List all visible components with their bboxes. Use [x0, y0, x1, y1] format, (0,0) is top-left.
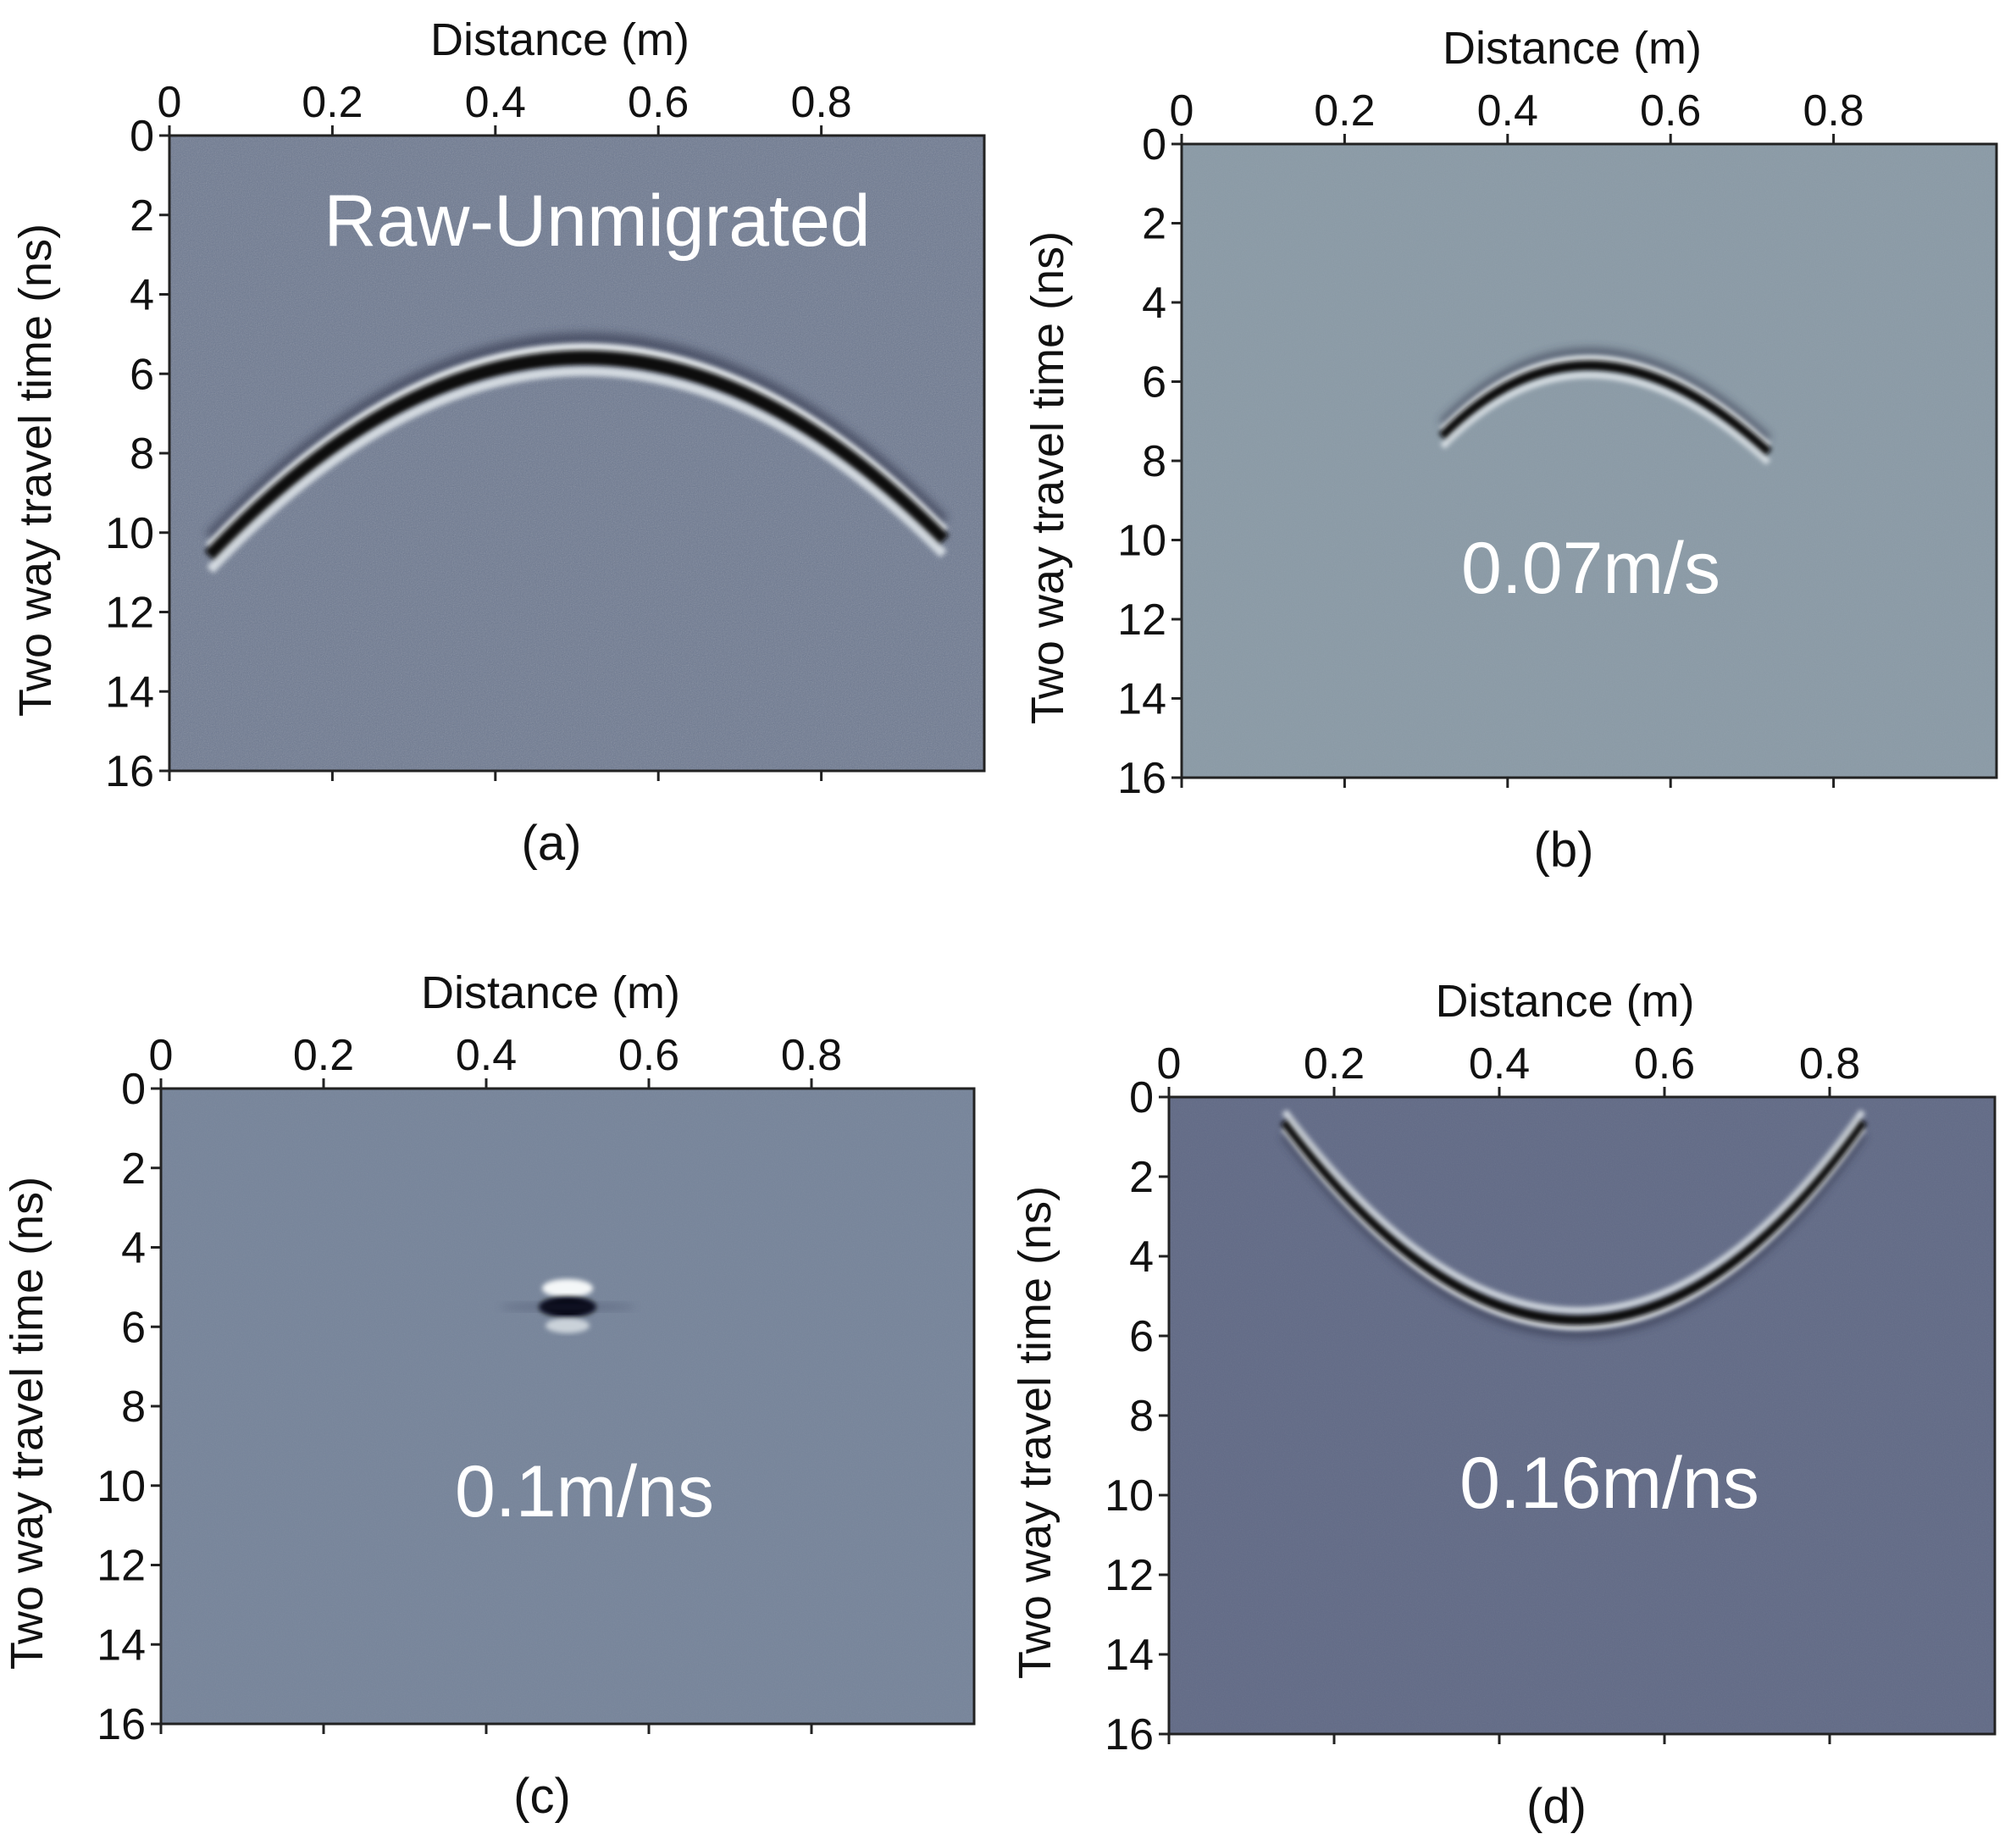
panel-a-y-tick-label: 6 — [130, 350, 154, 399]
panel-b-y-ticks: 0 2 4 6 8 10 12 14 16 — [1117, 120, 1182, 803]
panel-d-label: (d) — [1526, 1779, 1587, 1834]
panel-d-y-tick-label: 14 — [1105, 1631, 1154, 1680]
panel-a-x-ticks: 0 0.2 0.4 0.6 0.8 — [158, 78, 852, 781]
panel-c-y-ticks: 0 2 4 6 8 10 12 14 16 — [97, 1065, 161, 1749]
panel-b-y-tick-label: 14 — [1117, 675, 1166, 724]
panel-b-x-tick-label: 0 — [1170, 86, 1194, 136]
panel-a-y-tick-label: 12 — [105, 589, 154, 638]
panel-c-y-tick-label: 0 — [121, 1065, 146, 1114]
panel-c-y-tick-label: 16 — [97, 1700, 146, 1749]
panel-c-x-tick-label: 0 — [149, 1031, 174, 1080]
panel-a-annotation: Raw-Unmigrated — [324, 180, 870, 262]
panel-a-x-tick-label: 0.4 — [465, 78, 526, 127]
panel-a-y-tick-label: 16 — [105, 747, 154, 796]
panel-b-y-tick-label: 10 — [1117, 517, 1166, 566]
panel-b-reflection — [1438, 347, 1772, 465]
panel-a-x-tick-label: 0.6 — [628, 78, 689, 127]
panel-d-y-tick-label: 0 — [1129, 1073, 1154, 1122]
panel-c-xlabel: Distance (m) — [421, 967, 680, 1018]
panel-a-reflection — [204, 332, 950, 573]
panel-b-y-tick-label: 2 — [1142, 200, 1166, 249]
panel-a-y-tick-label: 14 — [105, 668, 154, 717]
panel-a-x-tick-label: 0.8 — [790, 78, 851, 127]
panel-d-y-tick-label: 16 — [1105, 1710, 1154, 1759]
panel-c-annotation: 0.1m/ns — [455, 1451, 714, 1532]
panel-b-x-tick-label: 0.2 — [1314, 86, 1375, 136]
panel-b-y-tick-label: 12 — [1117, 596, 1166, 645]
panel-c-y-tick-label: 14 — [97, 1621, 146, 1670]
panel-d-x-tick-label: 0.2 — [1304, 1039, 1365, 1089]
panel-c-plot — [159, 1087, 976, 1726]
panel-c-ylabel: Two way travel time (ns) — [2, 1177, 53, 1670]
panel-d-x-tick-label: 0 — [1157, 1039, 1182, 1089]
panel-d-x-tick-label: 0.4 — [1469, 1039, 1530, 1089]
panel-a-label: (a) — [522, 816, 582, 871]
panel-b-ylabel: Two way travel time (ns) — [1022, 231, 1073, 724]
panel-c-y-tick-label: 2 — [121, 1144, 146, 1194]
panel-d-y-ticks: 0 2 4 6 8 10 12 14 16 — [1105, 1073, 1169, 1759]
panel-a-x-tick-label: 0 — [158, 78, 182, 127]
panel-c-y-tick-label: 12 — [97, 1542, 146, 1591]
panel-d: 0 0.2 0.4 0.6 0.8 0 2 4 6 8 10 12 14 16 Distance (m)… — [1010, 976, 1997, 1834]
panel-d-y-tick-label: 2 — [1129, 1153, 1154, 1202]
panel-c-x-tick-label: 0.2 — [293, 1031, 354, 1080]
panel-b-x-tick-label: 0.4 — [1477, 86, 1538, 136]
panel-d-y-tick-label: 6 — [1129, 1312, 1154, 1361]
panel-d-x-ticks: 0 0.2 0.4 0.6 0.8 — [1157, 1039, 1860, 1744]
panel-c-x-tick-label: 0.8 — [781, 1031, 842, 1080]
panel-a-y-tick-label: 4 — [130, 271, 154, 320]
panel-d-y-tick-label: 10 — [1105, 1471, 1154, 1521]
panel-a-plot — [168, 134, 986, 773]
panel-a-xlabel: Distance (m) — [430, 14, 690, 65]
panel-b-y-tick-label: 6 — [1142, 358, 1166, 407]
panel-a-y-tick-label: 0 — [130, 112, 154, 161]
panel-c-noise — [161, 1089, 974, 1724]
panel-b-y-tick-label: 8 — [1142, 437, 1166, 486]
panel-d-annotation: 0.16m/ns — [1459, 1443, 1759, 1524]
panel-d-x-tick-label: 0.6 — [1634, 1039, 1695, 1089]
panel-a: 0 0.2 0.4 0.6 0.8 0 2 4 6 8 10 12 14 16 Distance (m)… — [10, 14, 986, 871]
panel-b-label: (b) — [1534, 823, 1594, 878]
panel-a-x-tick-label: 0.2 — [302, 78, 363, 127]
panel-b-y-tick-label: 16 — [1117, 754, 1166, 803]
panel-b-x-tick-label: 0.8 — [1803, 86, 1864, 136]
panel-b-noise — [1182, 144, 1997, 778]
panel-d-plot — [1167, 1095, 1997, 1736]
panel-c-x-ticks: 0 0.2 0.4 0.6 0.8 — [149, 1031, 842, 1734]
panel-c-y-tick-label: 6 — [121, 1303, 146, 1352]
panel-c: 0 0.2 0.4 0.6 0.8 0 2 4 6 8 10 12 14 16 Distance (m)… — [2, 967, 976, 1824]
panel-a-y-tick-label: 8 — [130, 429, 154, 479]
panel-d-x-tick-label: 0.8 — [1799, 1039, 1860, 1089]
panel-b-plot — [1180, 142, 1998, 779]
panel-b-xlabel: Distance (m) — [1443, 23, 1702, 74]
panel-c-y-tick-label: 8 — [121, 1382, 146, 1432]
panel-b-y-tick-label: 0 — [1142, 120, 1166, 169]
panel-c-y-tick-label: 10 — [97, 1462, 146, 1511]
panel-c-x-tick-label: 0.4 — [456, 1031, 517, 1080]
panel-a-y-tick-label: 2 — [130, 191, 154, 241]
panel-c-y-tick-label: 4 — [121, 1224, 146, 1273]
panel-d-y-tick-label: 8 — [1129, 1392, 1154, 1441]
panel-d-y-tick-label: 12 — [1105, 1551, 1154, 1600]
panel-b-y-tick-label: 4 — [1142, 279, 1166, 328]
panel-d-xlabel: Distance (m) — [1435, 976, 1694, 1027]
panel-d-reflection — [1280, 1109, 1868, 1338]
panel-b-x-ticks: 0 0.2 0.4 0.6 0.8 — [1170, 86, 1864, 788]
panel-a-y-tick-label: 10 — [105, 509, 154, 558]
panel-d-ylabel: Two way travel time (ns) — [1010, 1186, 1061, 1679]
panel-b-x-tick-label: 0.6 — [1640, 86, 1701, 136]
panel-a-y-ticks: 0 2 4 6 8 10 12 14 16 — [105, 112, 169, 796]
panel-c-label: (c) — [513, 1769, 571, 1824]
panel-d-y-tick-label: 4 — [1129, 1233, 1154, 1282]
panel-a-ylabel: Two way travel time (ns) — [10, 224, 61, 717]
panel-c-x-tick-label: 0.6 — [618, 1031, 679, 1080]
panel-d-noise — [1169, 1097, 1995, 1734]
panel-b-annotation: 0.07m/s — [1461, 528, 1720, 609]
panel-b: 0 0.2 0.4 0.6 0.8 0 2 4 6 8 10 12 14 16 Distance (m)… — [1022, 23, 1998, 878]
panel-c-reflection — [500, 1278, 635, 1333]
